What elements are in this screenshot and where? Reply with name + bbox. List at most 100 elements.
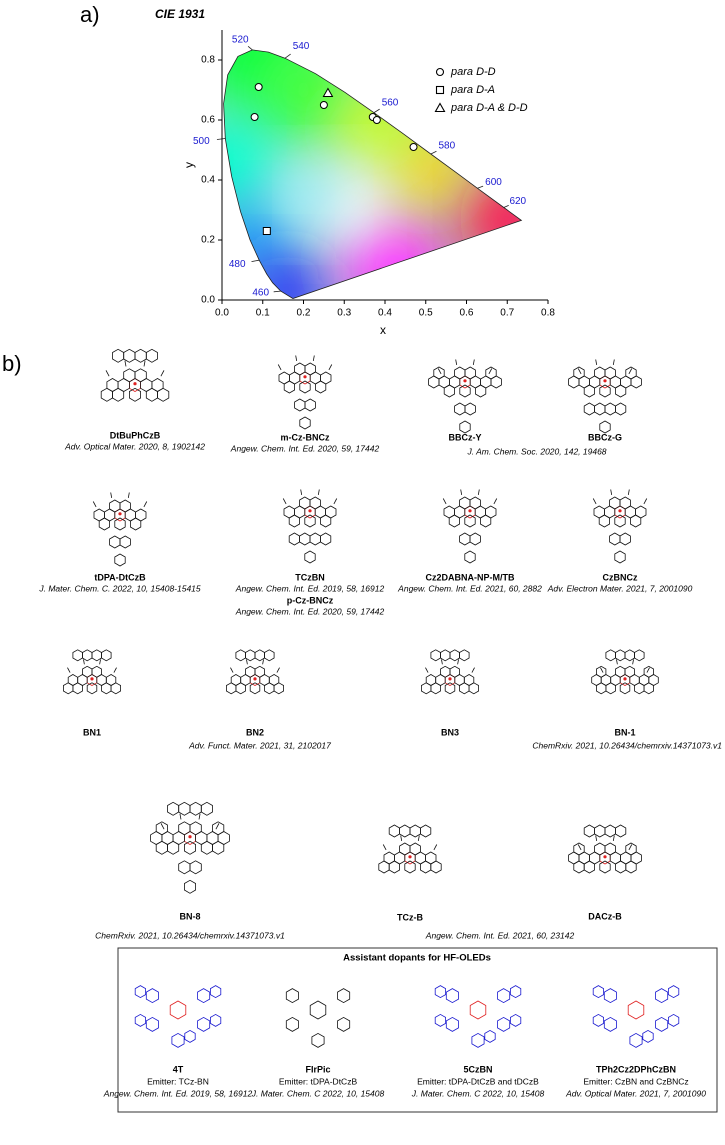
ring	[283, 505, 295, 519]
marker-triangle	[322, 87, 334, 97]
wavelength-tick	[284, 53, 291, 59]
bond	[317, 489, 320, 495]
wavelength-label: 560	[382, 97, 399, 108]
bond	[160, 370, 165, 377]
marker-square	[262, 227, 271, 235]
bond	[472, 359, 475, 365]
ring	[464, 402, 476, 416]
bond	[595, 835, 598, 841]
dopant-emitter: Emitter: TCz-BN	[147, 1076, 209, 1086]
ring	[197, 1016, 211, 1032]
ring	[615, 402, 627, 416]
ring	[583, 402, 595, 416]
ring	[599, 860, 611, 874]
bond	[455, 359, 458, 365]
ring	[294, 362, 306, 376]
ring	[459, 420, 471, 434]
bond	[417, 835, 420, 841]
ring	[599, 384, 611, 398]
wavelength-label: 500	[193, 136, 210, 147]
ring	[304, 398, 316, 412]
bond	[477, 489, 480, 495]
ring	[91, 665, 102, 678]
ring	[123, 348, 136, 363]
structure	[568, 359, 642, 434]
ring	[101, 649, 112, 662]
ring	[594, 824, 606, 838]
ring	[134, 1013, 147, 1027]
wavelength-tick	[251, 259, 260, 262]
bond	[643, 498, 648, 505]
bond	[179, 813, 182, 820]
bond	[143, 501, 148, 508]
bond	[442, 498, 447, 505]
x-tick-label: 0.8	[541, 308, 555, 319]
ring	[212, 821, 225, 836]
wavelength-tick	[477, 185, 484, 189]
boron-center	[188, 835, 192, 839]
ring	[464, 514, 476, 528]
ring	[469, 496, 481, 510]
bond	[282, 498, 287, 505]
wavelength-tick	[430, 150, 437, 155]
ring	[100, 387, 113, 402]
molecule-name: Cz2DABNA-NP-M/TB	[426, 572, 515, 582]
bond	[425, 667, 429, 673]
ring	[594, 402, 606, 416]
ring	[109, 535, 121, 549]
bond	[382, 844, 387, 851]
reference: Angew. Chem. Int. Ed. 2021, 60, 23142	[425, 930, 575, 940]
bond	[276, 667, 280, 673]
ring	[309, 532, 321, 546]
reference: Adv. Electron Mater. 2021, 7, 2001090	[547, 583, 693, 593]
structure	[591, 649, 659, 695]
ring	[63, 682, 74, 695]
x-axis-label: x	[380, 323, 386, 337]
molecule-name: BN3	[441, 727, 459, 737]
molecule-name: BBCz-G	[588, 432, 622, 442]
ring	[225, 682, 237, 695]
legend-label: para D-A	[450, 84, 495, 96]
reference: Angew. Chem. Int. Ed. 2021, 60, 2882	[397, 583, 542, 593]
structure	[592, 489, 648, 564]
structure	[92, 492, 148, 567]
ring	[459, 384, 471, 398]
bond	[127, 492, 130, 498]
dopant-reference: J. Mater. Chem. C 2022, 10, 15408	[251, 1088, 385, 1098]
boron-center	[303, 375, 307, 379]
ring	[615, 649, 626, 662]
wavelength-label: 580	[439, 141, 456, 152]
ring	[449, 649, 460, 662]
bond	[600, 667, 604, 673]
ring	[278, 371, 290, 385]
structure	[428, 359, 502, 434]
ring	[459, 649, 470, 662]
ring	[430, 649, 441, 662]
ring	[443, 505, 455, 519]
boron-center	[603, 379, 607, 383]
ring	[464, 366, 476, 380]
bond	[99, 659, 101, 665]
reference: J. Am. Chem. Soc. 2020, 142, 19468	[466, 446, 606, 456]
ring	[273, 682, 285, 695]
ring	[454, 366, 466, 380]
ring	[604, 366, 616, 380]
gamut-color	[331, 81, 422, 171]
ring	[157, 387, 170, 402]
gamut-color	[247, 254, 328, 299]
ring	[497, 988, 511, 1004]
wavelength-label: 600	[485, 177, 502, 188]
dopant-structure	[285, 988, 351, 1048]
ring	[655, 1016, 669, 1032]
ring	[603, 988, 617, 1004]
bond	[295, 355, 298, 361]
ring	[444, 682, 456, 695]
reference: Angew. Chem. Int. Ed. 2020, 59, 17442	[230, 443, 380, 453]
ring	[178, 860, 191, 875]
ring	[609, 532, 621, 546]
ring	[509, 985, 522, 999]
structure	[282, 489, 338, 564]
ring	[485, 505, 497, 519]
ring	[155, 821, 168, 836]
dopant-box	[117, 947, 718, 1113]
